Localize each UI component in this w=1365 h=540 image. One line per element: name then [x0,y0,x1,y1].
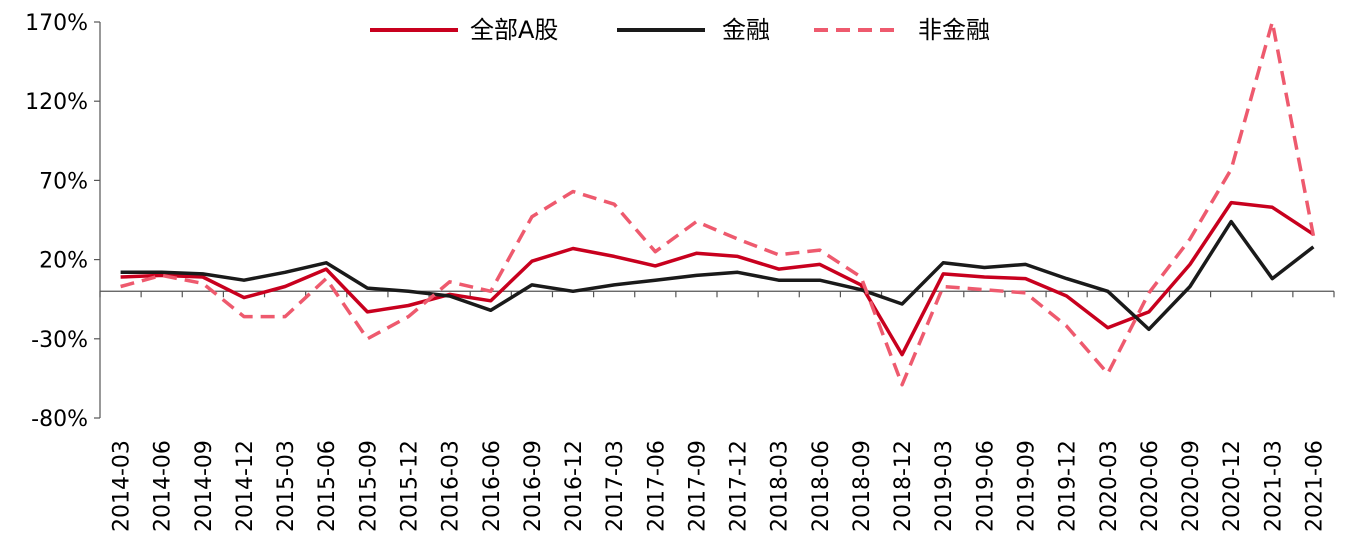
x-tick-label: 2019-12 [1056,440,1081,532]
x-tick-label: 2015-06 [315,440,340,532]
x-tick-label: 2020-09 [1179,440,1204,532]
x-tick-label: 2014-03 [110,440,135,532]
legend-label-1: 金融 [722,16,770,44]
y-tick-label: 70% [39,169,88,194]
x-tick-label: 2017-09 [685,440,710,532]
y-axis: -80% -30% 20% 70% 120% 170% [25,11,101,432]
x-tick-label: 2020-12 [1220,440,1245,532]
x-tick-label: 2020-03 [1097,440,1122,532]
series-line-1 [120,219,1315,332]
x-tick-label: 2019-06 [973,440,998,532]
y-tick-label: 120% [25,90,88,115]
x-tick-label: 2021-06 [1302,440,1327,532]
series-line-2 [120,20,1316,387]
x-tick-label: 2017-06 [644,440,669,532]
x-tick-label: 2014-06 [151,440,176,532]
y-tick-label: 170% [25,11,88,36]
x-tick-label: 2016-12 [562,440,587,532]
x-tick-label: 2021-03 [1261,440,1286,532]
x-tick-label: 2018-06 [809,440,834,532]
x-tick-label: 2017-12 [727,440,752,532]
chart-legend: 全部A股 金融 非金融 [370,16,990,44]
legend-label-2: 非金融 [918,16,990,44]
x-tick-label: 2014-09 [192,440,217,532]
x-tick-label: 2019-03 [932,440,957,532]
x-tick-label: 2016-09 [521,440,546,532]
y-tick-label: -80% [31,407,88,432]
x-tick-label: 2018-12 [891,440,916,532]
y-tick-label: -30% [31,328,88,353]
x-tick-label: 2015-12 [398,440,423,532]
x-tick-label: 2016-06 [480,440,505,532]
series-line-0 [120,200,1315,357]
y-tick-label: 20% [39,249,88,274]
series-layer [120,20,1316,387]
x-tick-label: 2014-12 [233,440,258,532]
x-tick-label: 2018-03 [768,440,793,532]
x-tick-label: 2016-03 [439,440,464,532]
x-tick-label: 2020-06 [1138,440,1163,532]
x-tick-label: 2019-09 [1015,440,1040,532]
x-axis: 2014-03 2014-06 2014-09 2014-12 2015-03 2015-… [99,290,1335,532]
x-tick-label: 2015-03 [274,440,299,532]
x-tick-label: 2015-09 [356,440,381,532]
legend-label-0: 全部A股 [470,16,558,44]
x-tick-label: 2018-09 [850,440,875,532]
x-tick-label: 2017-03 [603,440,628,532]
